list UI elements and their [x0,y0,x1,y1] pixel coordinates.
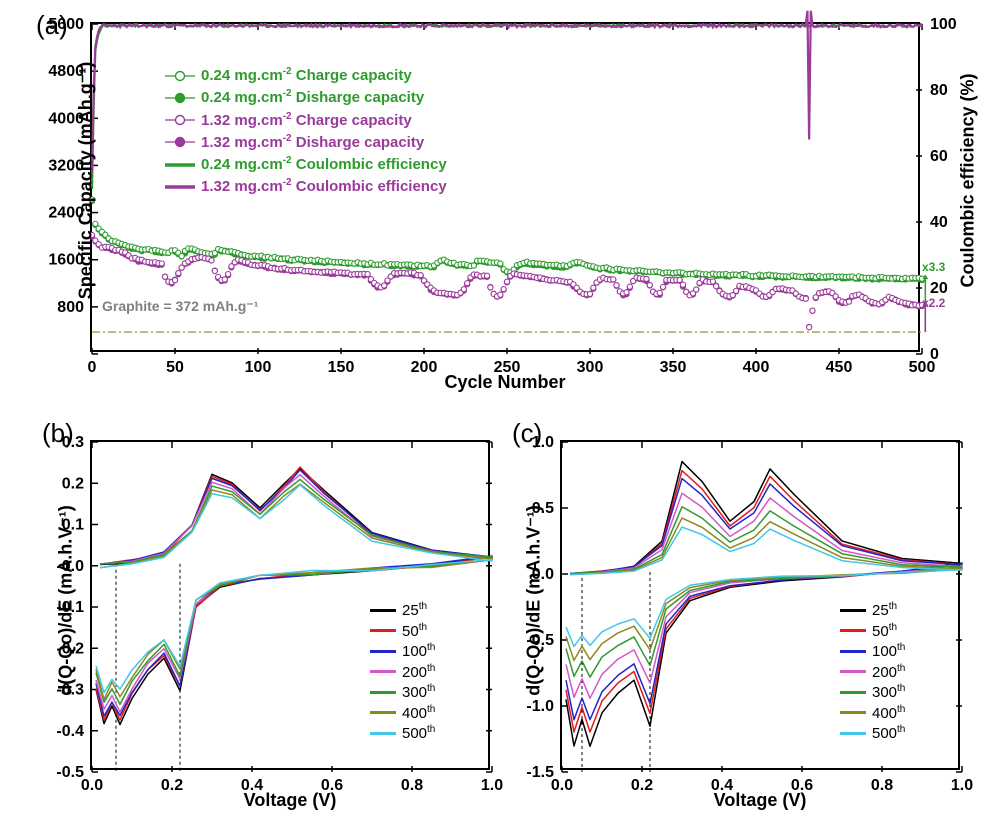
x22-annotation: x2.2 [922,296,945,310]
panel-a-legend: 0.24 mg.cm-2 Charge capacity0.24 mg.cm-2… [165,65,447,199]
legend-item: 25th [370,600,435,621]
legend-item: 400th [370,703,435,724]
figure-root: (a) 050100150200250300350400450500800160… [0,0,1000,816]
legend-item: 200th [370,662,435,683]
svg-text:1.0: 1.0 [532,434,554,451]
legend-item: 100th [840,641,905,662]
legend-item: 400th [840,703,905,724]
legend-item: 0.24 mg.cm-2 Disharge capacity [165,87,447,108]
panel-b-xlabel: Voltage (V) [90,790,490,811]
legend-item: 25th [840,600,905,621]
svg-text:60: 60 [930,148,948,165]
svg-text:-0.5: -0.5 [56,764,84,781]
panel-a-ylabel-left: Specific Capacity (mAh.g⁻¹) [76,31,97,331]
legend-item: 200th [840,662,905,683]
legend-item: 1.32 mg.cm-2 Coulombic efficiency [165,176,447,197]
svg-text:40: 40 [930,214,948,231]
legend-item: 100th [370,641,435,662]
legend-item: 50th [840,621,905,642]
svg-text:-1.5: -1.5 [526,764,554,781]
svg-text:0.3: 0.3 [62,434,84,451]
panel-a-ylabel-right: Coulombic efficiency (%) [958,51,979,311]
svg-text:80: 80 [930,82,948,99]
legend-item: 0.24 mg.cm-2 Charge capacity [165,65,447,86]
legend-item: 1.32 mg.cm-2 Disharge capacity [165,132,447,153]
panel-c-ylabel: d(Q-Qo)/dE (mA.h.V⁻¹) [524,461,545,741]
legend-item: 500th [840,723,905,744]
x33-annotation: x3.3 [922,260,945,274]
panel-b-legend: 25th50th100th200th300th400th500th [370,600,435,744]
panel-c-legend: 25th50th100th200th300th400th500th [840,600,905,744]
graphite-annotation: Graphite = 372 mAh.g⁻¹ [102,298,258,315]
legend-item: 0.24 mg.cm-2 Coulombic efficiency [165,154,447,175]
panel-a-xlabel: Cycle Number [90,372,920,393]
legend-item: 1.32 mg.cm-2 Charge capacity [165,110,447,131]
svg-text:100: 100 [930,16,957,33]
legend-item: 300th [840,682,905,703]
svg-text:0: 0 [930,346,939,363]
panel-b-ylabel: d(Q-Qo)/dE (mA.h.V⁻¹) [56,461,77,741]
legend-item: 500th [370,723,435,744]
svg-text:20: 20 [930,280,948,297]
legend-item: 300th [370,682,435,703]
panel-c-xlabel: Voltage (V) [560,790,960,811]
legend-item: 50th [370,621,435,642]
